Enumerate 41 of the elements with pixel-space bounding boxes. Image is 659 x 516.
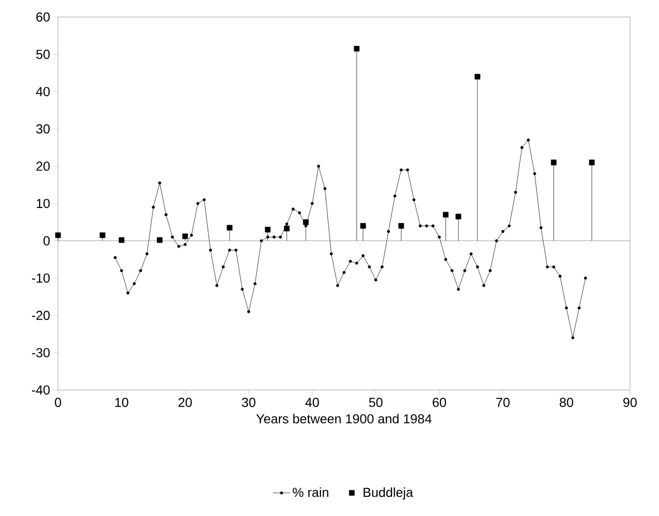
point <box>354 46 360 52</box>
y-tick-label: -30 <box>32 348 50 358</box>
point <box>550 160 557 166</box>
point <box>456 214 462 220</box>
x-tick-label: 10 <box>115 398 128 407</box>
point <box>303 219 309 225</box>
x-tick-label: 0 <box>54 398 62 407</box>
x-tick-label: 40 <box>305 398 319 407</box>
y-tick-label: 50 <box>36 50 50 59</box>
y-tick-label: 10 <box>36 198 50 208</box>
legend-label: % rain <box>292 487 328 497</box>
point <box>474 74 480 80</box>
y-tick-label: 20 <box>36 162 50 171</box>
legend-label: Buddleja <box>364 487 414 500</box>
point <box>442 212 448 218</box>
point <box>156 237 162 243</box>
point <box>55 232 61 238</box>
point <box>589 160 595 166</box>
point <box>398 223 404 229</box>
x-axis-title: Years between 1900 and 1984 <box>256 414 432 424</box>
x-tick-label: 60 <box>432 398 446 407</box>
x-tick-label: 20 <box>178 398 192 407</box>
x-tick-label: 90 <box>623 398 637 407</box>
point <box>360 223 366 229</box>
point <box>118 237 124 243</box>
x-tick-label: 80 <box>560 398 574 407</box>
y-tick-label: 0 <box>43 236 50 246</box>
y-tick-label: 60 <box>36 12 50 22</box>
y-tick-label: 40 <box>36 86 50 96</box>
point <box>182 234 188 240</box>
x-tick-label: 70 <box>496 398 510 407</box>
x-tick-label: 50 <box>369 398 382 407</box>
y-tick-label: 30 <box>36 124 50 134</box>
y-tick-label: -40 <box>32 385 50 395</box>
point <box>284 226 290 232</box>
point <box>264 226 271 232</box>
x-tick-label: 30 <box>242 398 256 407</box>
point <box>226 224 232 231</box>
point <box>100 232 106 238</box>
y-tick-label: -10 <box>32 273 50 283</box>
y-tick-label: -20 <box>32 310 50 320</box>
